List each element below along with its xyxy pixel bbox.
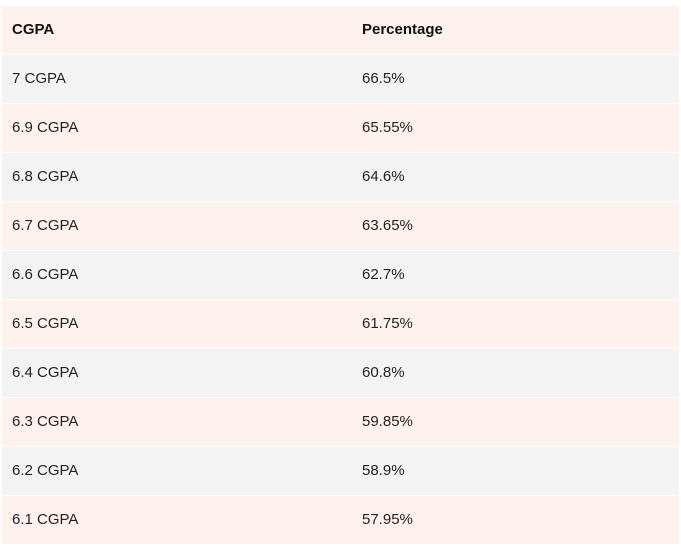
percentage-cell: 64.6% xyxy=(352,153,679,201)
cgpa-cell: 6.7 CGPA xyxy=(2,202,352,250)
percentage-column-header: Percentage xyxy=(352,6,679,54)
cgpa-conversion-table: CGPA Percentage 7 CGPA 66.5% 6.9 CGPA 65… xyxy=(2,5,679,545)
cgpa-cell: 6.9 CGPA xyxy=(2,104,352,152)
cgpa-cell: 6.8 CGPA xyxy=(2,153,352,201)
table-row: 6.6 CGPA 62.7% xyxy=(2,251,679,299)
cgpa-column-header: CGPA xyxy=(2,6,352,54)
cgpa-cell: 6.5 CGPA xyxy=(2,300,352,348)
table-row: 6.5 CGPA 61.75% xyxy=(2,300,679,348)
table-row: 6.8 CGPA 64.6% xyxy=(2,153,679,201)
table-row: 6.4 CGPA 60.8% xyxy=(2,349,679,397)
percentage-cell: 58.9% xyxy=(352,447,679,495)
percentage-cell: 59.85% xyxy=(352,398,679,446)
table-row: 7 CGPA 66.5% xyxy=(2,55,679,103)
table-row: 6.9 CGPA 65.55% xyxy=(2,104,679,152)
table-row: 6.2 CGPA 58.9% xyxy=(2,447,679,495)
percentage-cell: 57.95% xyxy=(352,496,679,544)
percentage-cell: 61.75% xyxy=(352,300,679,348)
cgpa-cell: 7 CGPA xyxy=(2,55,352,103)
cgpa-cell: 6.4 CGPA xyxy=(2,349,352,397)
percentage-cell: 62.7% xyxy=(352,251,679,299)
cgpa-cell: 6.6 CGPA xyxy=(2,251,352,299)
cgpa-cell: 6.3 CGPA xyxy=(2,398,352,446)
table-row: 6.1 CGPA 57.95% xyxy=(2,496,679,544)
cgpa-cell: 6.2 CGPA xyxy=(2,447,352,495)
percentage-cell: 65.55% xyxy=(352,104,679,152)
percentage-cell: 60.8% xyxy=(352,349,679,397)
percentage-cell: 63.65% xyxy=(352,202,679,250)
table-row: 6.7 CGPA 63.65% xyxy=(2,202,679,250)
table-header-row: CGPA Percentage xyxy=(2,6,679,54)
table-row: 6.3 CGPA 59.85% xyxy=(2,398,679,446)
cgpa-cell: 6.1 CGPA xyxy=(2,496,352,544)
percentage-cell: 66.5% xyxy=(352,55,679,103)
